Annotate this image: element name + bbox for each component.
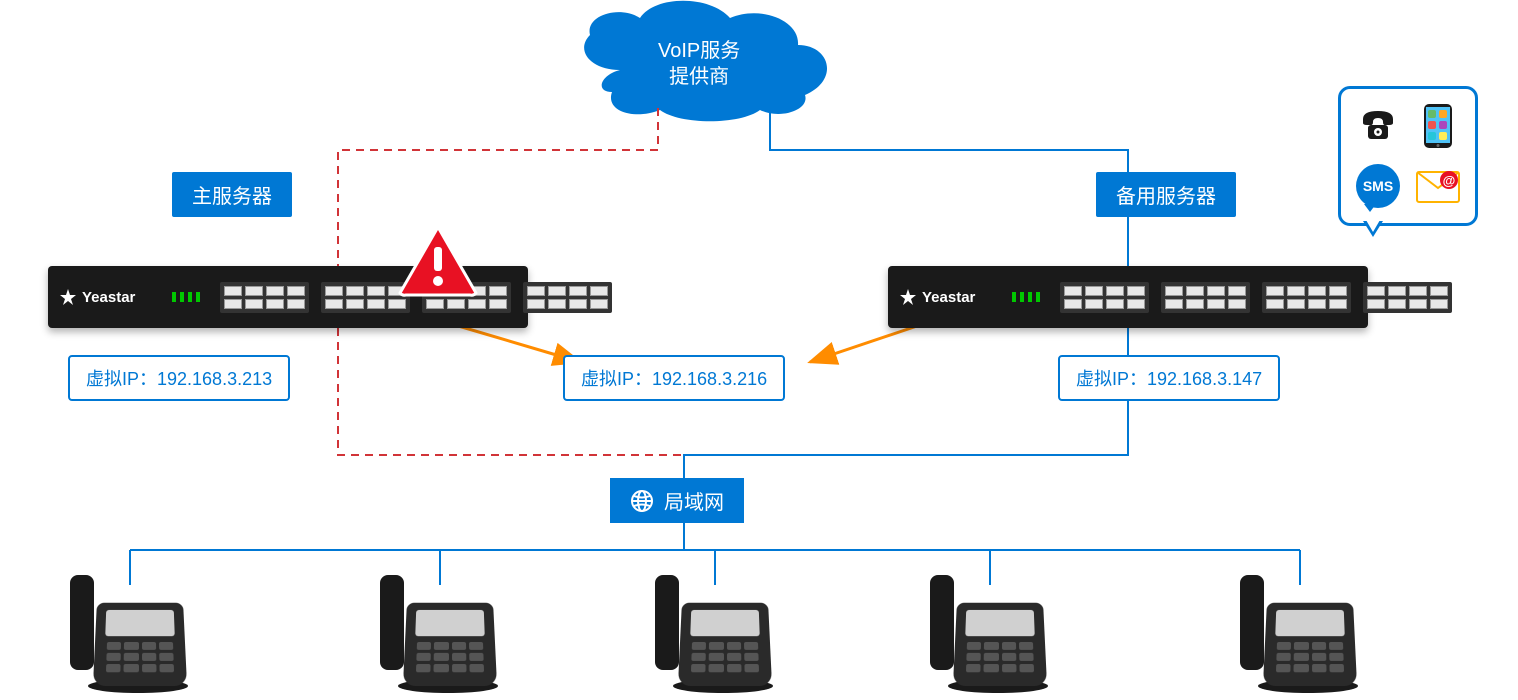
secondary-server-device: Yeastar [888, 266, 1368, 328]
virtual-ip-left: 虚拟IP：192.168.3.213 [68, 355, 290, 401]
port-block [1363, 282, 1452, 313]
edge [455, 325, 580, 362]
alert-icon [398, 225, 478, 302]
edge [338, 108, 658, 266]
edge [338, 328, 684, 478]
mobile-icon [1413, 101, 1463, 151]
ip-phone [930, 575, 1050, 685]
email-icon: @ [1413, 161, 1463, 211]
secondary-server-title: 备用服务器 [1096, 172, 1236, 217]
virtual-ip-center: 虚拟IP：192.168.3.216 [563, 355, 785, 401]
port-block [1060, 282, 1149, 313]
virtual-ip-right: 虚拟IP：192.168.3.147 [1058, 355, 1280, 401]
ip-phone [655, 575, 775, 685]
port-block [1262, 282, 1351, 313]
star-icon [900, 289, 916, 305]
port-block [523, 282, 612, 313]
edge [684, 328, 1128, 478]
edge [770, 108, 1128, 266]
server-leds [172, 292, 200, 302]
svg-text:@: @ [1443, 173, 1456, 188]
server-brand: Yeastar [60, 289, 160, 306]
port-block [220, 282, 309, 313]
sms-icon: SMS [1353, 161, 1403, 211]
port-block [321, 282, 410, 313]
ip-phone [1240, 575, 1360, 685]
ip-phone [70, 575, 190, 685]
cloud-icon [584, 1, 827, 122]
edge [810, 325, 920, 362]
lan-text: 局域网 [664, 486, 724, 515]
notification-panel: SMS @ [1338, 86, 1478, 226]
lan-label: 局域网 [610, 478, 744, 523]
port-block [1161, 282, 1250, 313]
server-brand-text: Yeastar [922, 289, 975, 306]
globe-icon [630, 489, 654, 513]
sms-text: SMS [1363, 178, 1393, 194]
server-brand: Yeastar [900, 289, 1000, 306]
phone-icon [1353, 101, 1403, 151]
speech-tail [1363, 221, 1383, 237]
server-brand-text: Yeastar [82, 289, 135, 306]
server-leds [1012, 292, 1040, 302]
ip-phone [380, 575, 500, 685]
primary-server-title: 主服务器 [172, 172, 292, 217]
star-icon [60, 289, 76, 305]
